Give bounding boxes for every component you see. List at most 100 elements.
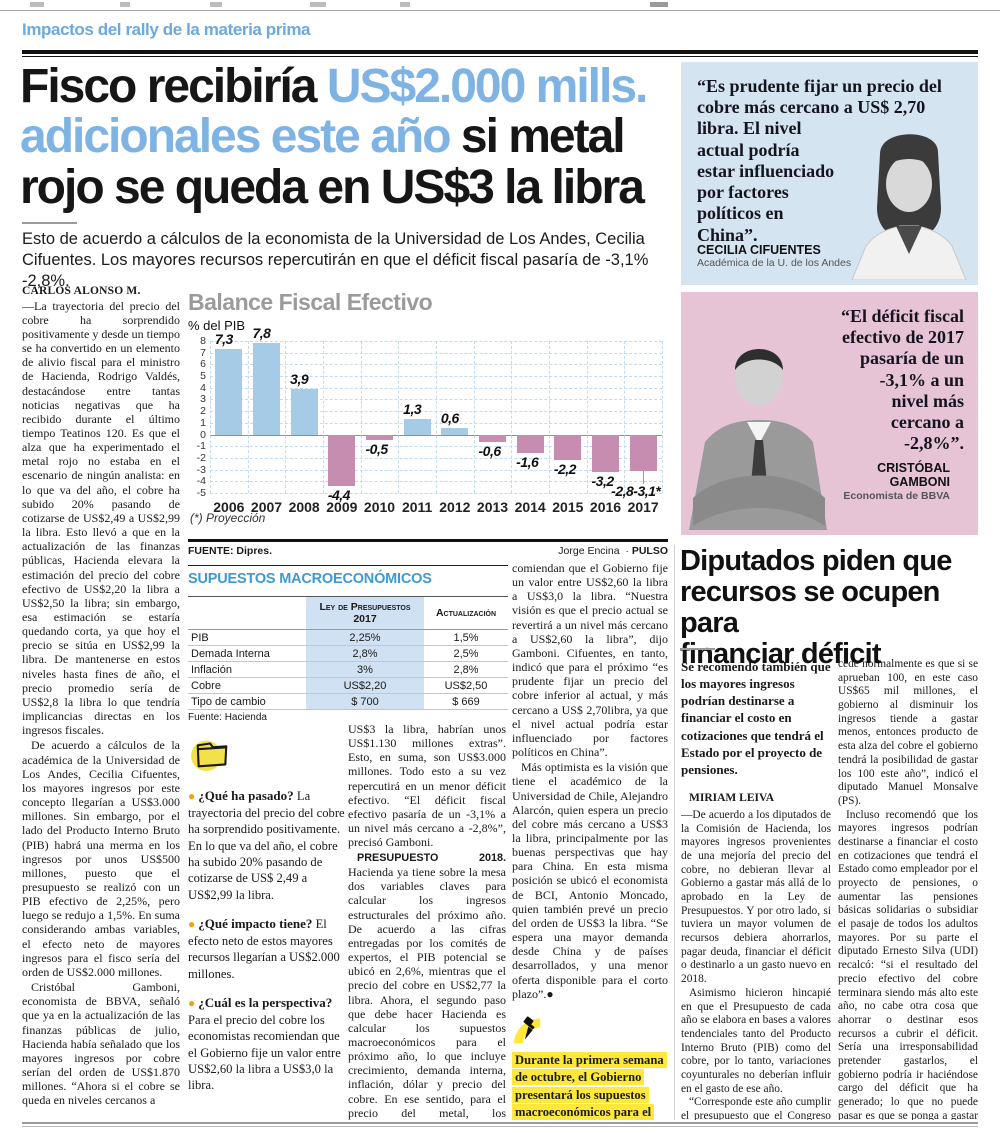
column-4-paragraphs: comiendan que el Gobierno fije un valor …: [512, 561, 668, 1001]
bar-value-label: -3,2: [591, 472, 615, 489]
section-kicker: Impactos del rally de la materia prima: [22, 20, 311, 39]
table-header-update: Actualización: [424, 596, 508, 630]
quote-box-gamboni: “El déficit fiscal efectivo de 2017 pasa…: [681, 292, 978, 535]
paragraph: Más optimista es la visión que tiene el …: [512, 760, 668, 1001]
bar-value-label: -0,6: [478, 442, 502, 459]
table-row: Demada Interna 2,8% 2,5%: [188, 645, 508, 662]
bar-value-label: -2,2: [553, 461, 577, 478]
bar-value-label: -2,8-3,1*: [611, 482, 661, 499]
table-row: PIB 2,25% 1,5%: [188, 629, 508, 646]
bar-2011: [403, 419, 431, 435]
table-cell: 1,5%: [424, 629, 508, 646]
bar-2012: [441, 427, 469, 435]
qa-list: ● ¿Qué ha pasado? La trayectoria del pre…: [188, 788, 345, 1094]
x-axis-label: 2013: [476, 499, 509, 515]
x-axis-label: 2016: [589, 499, 622, 515]
bar-value-label: 0,6: [440, 409, 459, 426]
y-axis-tick: -4: [196, 475, 206, 488]
quote-attribution: CRISTÓBAL GAMBONI Economista de BBVA: [697, 455, 964, 503]
y-axis-tick: -3: [196, 463, 206, 476]
table-cell: PIB: [188, 629, 306, 646]
table-cell: 2,5%: [424, 645, 508, 662]
paragraph: —De acuerdo a los diputados de la Comisi…: [681, 808, 831, 986]
table-cell: 2,8%: [424, 661, 508, 678]
x-axis-label: 2008: [288, 499, 320, 515]
table-header-budget: Ley de Presupuestos 2017: [306, 596, 424, 630]
bottom-rule: [22, 1122, 978, 1127]
bar-value-label: 7,3: [214, 331, 233, 348]
chart-source: FUENTE: Dipres.: [188, 545, 273, 557]
paragraph: Incluso recomendó que los mayores ingres…: [838, 808, 978, 1120]
y-axis-tick: 7: [200, 346, 206, 359]
article-column-3: US$3 la libra, habrían unos US$1.130 mil…: [348, 722, 506, 1120]
quote-author-name: CECILIA CIFUENTES: [697, 243, 821, 257]
side-article-headline: Diputados piden que recursos se ocupen pa…: [680, 545, 952, 671]
toolbar-glyph: [120, 2, 130, 7]
table-header-empty: [188, 596, 306, 630]
toolbar-glyph: [650, 2, 668, 7]
chart-source-row: FUENTE: Dipres. Jorge Encina · PULSO: [188, 545, 668, 557]
article-column-1: CARLOS ALONSO M. —La trayectoria del pre…: [22, 285, 180, 1120]
qa-item: ● ¿Qué impacto tiene? El efecto neto de …: [188, 916, 340, 981]
bar-2007: [253, 343, 280, 435]
table-row: Inflación 3% 2,8%: [188, 661, 508, 678]
chart-footnote: (*) Proyección: [190, 511, 266, 525]
column-1-paragraphs: —La trayectoria del precio del cobre ha …: [22, 299, 180, 1108]
quote-text: “Es prudente fijar un precio del cobre m…: [681, 62, 978, 246]
bar-2006: [215, 349, 243, 435]
paragraph: Cristóbal Gamboni, economista de BBVA, s…: [22, 980, 180, 1108]
table-source: Fuente: Hacienda: [188, 712, 267, 723]
x-axis-label: 2017: [627, 499, 659, 515]
toolbar-glyph: [30, 2, 44, 7]
paragraph: US$3 la libra, habrían unos US$1.130 mil…: [348, 722, 506, 850]
bullet-icon: ●: [188, 917, 199, 932]
table-row: Cobre US$2,20 US$2,50: [188, 677, 508, 694]
table-cell: 3%: [306, 661, 424, 678]
y-axis-tick: 2: [200, 405, 206, 418]
chart-y-axis-label: % del PIB: [188, 318, 246, 333]
table-top-rule: [188, 565, 508, 566]
quote-author-name: CRISTÓBAL GAMBONI: [877, 460, 950, 490]
table-cell: $ 700: [306, 693, 424, 710]
cristobal-gamboni-photo: [681, 330, 831, 535]
paragraph: De acuerdo a cálculos de la académica de…: [22, 738, 180, 979]
bar-value-label: 3,9: [290, 370, 309, 387]
bar-2009: [328, 434, 356, 486]
y-axis-tick: 5: [200, 370, 206, 383]
x-axis-label: 2007: [250, 499, 283, 515]
quote-attribution: CECILIA CIFUENTES Académica de la U. de …: [697, 243, 851, 269]
table-cell: Inflación: [188, 661, 306, 678]
y-axis-tick: 4: [200, 381, 206, 394]
story-divider-rule: [674, 545, 675, 1120]
bar-2014: [516, 434, 544, 454]
y-axis-tick: -2: [196, 451, 206, 464]
table-title: SUPUESTOS MACROECONÓMICOS: [188, 571, 432, 587]
paragraph: —La trayectoria del precio del cobre ha …: [22, 298, 180, 738]
bar-value-label: -4,4: [327, 486, 351, 503]
article-column-4: comiendan que el Gobierno fije un valor …: [512, 561, 668, 1120]
x-axis-label: 2006: [213, 499, 245, 515]
paragraph: PRESUPUESTO 2018. Hacienda ya tiene sobr…: [348, 852, 506, 1120]
qa-item: ● ¿Cuál es la perspectiva? Para el preci…: [188, 995, 341, 1093]
main-headline: Fisco recibiría US$2.000 mills. adicional…: [20, 60, 648, 214]
bullet-icon: ●: [188, 789, 199, 803]
quote-text-content: “El déficit fiscal efectivo de 2017 pasa…: [841, 306, 964, 454]
chart-credit: Jorge Encina · PULSO: [558, 545, 668, 557]
highlighted-note-text: Durante la primera semana de octubre, el…: [512, 1052, 667, 1120]
y-axis-tick: 3: [200, 393, 206, 406]
toolbar-glyph: [210, 2, 222, 7]
bar-2008: [290, 388, 318, 435]
y-axis-tick: 0: [200, 428, 206, 441]
table-cell: 2,8%: [306, 645, 424, 662]
quote-author-role: Economista de BBVA: [843, 490, 950, 503]
quote-text-content: “Es prudente fijar un precio del cobre m…: [697, 76, 942, 245]
bar-value-label: -1,6: [516, 454, 539, 471]
x-axis-label: 2010: [363, 499, 396, 515]
chart-credit-brand: PULSO: [631, 545, 668, 557]
table-cell: US$2,50: [424, 677, 508, 694]
toolbar-glyph: [310, 2, 326, 7]
bar-value-label: 7,8: [252, 325, 271, 342]
bar-2015: [554, 434, 582, 461]
